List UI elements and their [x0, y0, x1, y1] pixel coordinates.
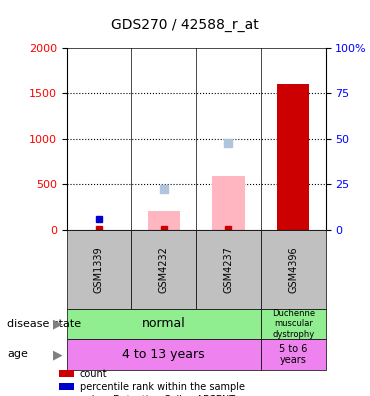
Text: percentile rank within the sample: percentile rank within the sample [80, 382, 245, 392]
Bar [148, 211, 180, 230]
Text: GDS270 / 42588_r_at: GDS270 / 42588_r_at [111, 18, 259, 32]
Text: GSM4396: GSM4396 [288, 246, 298, 293]
Text: disease state: disease state [7, 319, 81, 329]
Text: GSM4232: GSM4232 [159, 246, 169, 293]
Text: normal: normal [142, 317, 186, 330]
Text: GSM4237: GSM4237 [223, 246, 233, 293]
Text: 4 to 13 years: 4 to 13 years [122, 348, 205, 361]
Bar [212, 176, 245, 230]
Text: 5 to 6
years: 5 to 6 years [279, 344, 307, 365]
Text: value, Detection Call = ABSENT: value, Detection Call = ABSENT [80, 395, 235, 396]
Text: Duchenne
muscular
dystrophy: Duchenne muscular dystrophy [272, 309, 315, 339]
Text: ▶: ▶ [53, 348, 62, 361]
Text: age: age [7, 349, 28, 360]
Text: GSM1339: GSM1339 [94, 246, 104, 293]
Bar [277, 84, 309, 230]
Text: count: count [80, 369, 107, 379]
Text: ▶: ▶ [53, 317, 62, 330]
